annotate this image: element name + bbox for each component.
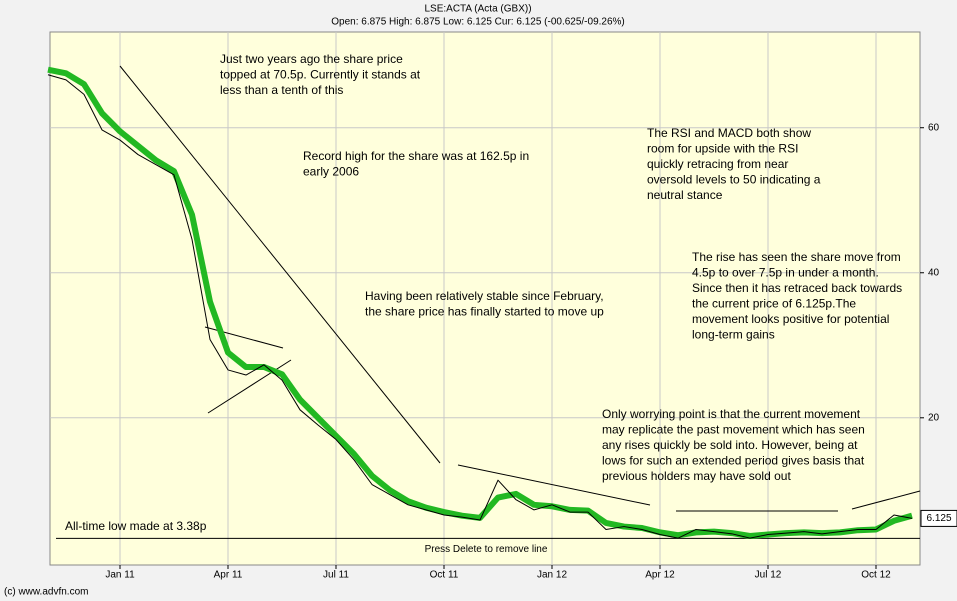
price-line: [47, 74, 913, 539]
trend-line: [851, 490, 921, 510]
annotation-line: topped at 70.5p. Currently it stands at: [220, 68, 421, 82]
x-tick-label: Oct 11: [430, 570, 459, 581]
trend-line: [119, 65, 441, 464]
annotation-line: any rises quickly be sold into. However,…: [602, 438, 858, 452]
annotation-line: Record high for the share was at 162.5p …: [303, 149, 529, 163]
annotation-line: long-term gains: [692, 328, 775, 342]
x-tick-label: Apr 12: [645, 570, 675, 581]
y-tick-label: 20: [928, 412, 940, 423]
copyright: (c) www.advfn.com: [4, 587, 88, 598]
annotation-line: oversold levels to 50 indicating a: [647, 173, 821, 187]
chart-subtitle: Open: 6.875 High: 6.875 Low: 6.125 Cur: …: [331, 17, 625, 28]
y-tick-label: 40: [928, 267, 940, 278]
annotation-line: The RSI and MACD both show: [647, 126, 811, 140]
annotation-line: room for upside with the RSI: [647, 142, 798, 156]
trend-line: [457, 464, 651, 506]
delete-hint: Press Delete to remove line: [425, 544, 548, 555]
annotation-line: neutral stance: [647, 188, 723, 202]
x-tick-label: Jan 11: [105, 570, 135, 581]
x-tick-label: Apr 11: [214, 570, 243, 581]
annotation-line: early 2006: [303, 165, 359, 179]
annotation-line: The rise has seen the share move from: [692, 250, 901, 264]
annotation-line: the share price has finally started to m…: [365, 305, 604, 319]
x-tick-label: Jul 11: [323, 570, 349, 581]
x-tick-label: Oct 12: [861, 570, 891, 581]
annotation-line: Just two years ago the share price: [220, 52, 403, 66]
annotation-line: movement looks positive for potential: [692, 312, 889, 326]
price-tag-label: 6.125: [926, 513, 951, 524]
x-tick-label: Jul 12: [755, 570, 782, 581]
chart-title: LSE:ACTA (Acta (GBX)): [424, 4, 531, 15]
x-tick-label: Jan 12: [537, 570, 567, 581]
annotation-line: All-time low made at 3.38p: [65, 519, 207, 533]
annotation-line: previous holders may have sold out: [602, 469, 791, 483]
annotation-line: 4.5p to over 7.5p in under a month.: [692, 266, 879, 280]
annotation-line: lows for such an extended period gives b…: [602, 454, 865, 468]
annotation-line: quickly retracing from near: [647, 157, 788, 171]
annotation-line: may replicate the past movement which ha…: [602, 423, 865, 437]
price-tag: [920, 509, 957, 527]
annotation-line: Only worrying point is that the current …: [602, 407, 861, 421]
annotation-line: Since then it has retraced back towards: [692, 281, 902, 295]
plot-area: [49, 31, 921, 566]
y-tick-label: 60: [928, 122, 940, 133]
annotation-line: the current price of 6.125p.The: [692, 297, 856, 311]
trend-line: [207, 359, 292, 414]
annotation-line: less than a tenth of this: [220, 83, 343, 97]
annotation-line: Having been relatively stable since Febr…: [365, 289, 604, 303]
